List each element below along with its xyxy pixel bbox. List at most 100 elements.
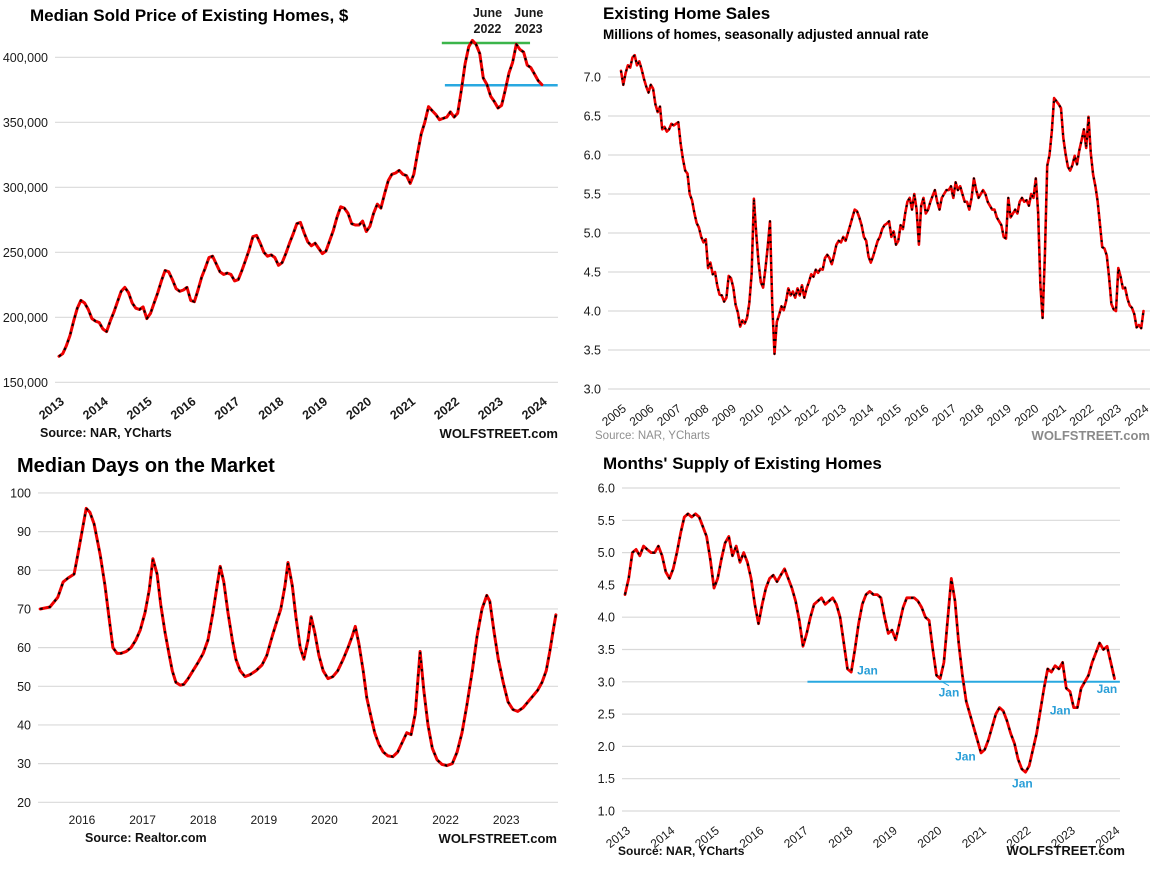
svg-text:2.5: 2.5 bbox=[598, 708, 615, 722]
svg-text:4.5: 4.5 bbox=[584, 266, 601, 280]
months-supply-brand-label: WOLFSTREET.com bbox=[1006, 843, 1125, 858]
svg-text:2022: 2022 bbox=[1067, 401, 1097, 429]
svg-text:2021: 2021 bbox=[388, 394, 419, 422]
svg-text:2015: 2015 bbox=[124, 394, 155, 422]
home-sales-source-label: Source: NAR, YCharts bbox=[595, 430, 710, 442]
svg-text:5.5: 5.5 bbox=[598, 514, 615, 528]
svg-text:2020: 2020 bbox=[915, 823, 945, 851]
svg-text:2020: 2020 bbox=[344, 394, 375, 422]
svg-text:2018: 2018 bbox=[826, 823, 856, 851]
svg-text:2023: 2023 bbox=[493, 813, 520, 827]
months-supply-title: Months' Supply of Existing Homes bbox=[603, 454, 882, 473]
svg-text:300,000: 300,000 bbox=[3, 181, 48, 195]
panel-median-price: 150,000 200,000 250,000 300,000 350,000 400,0… bbox=[0, 0, 580, 448]
svg-text:80: 80 bbox=[17, 564, 31, 578]
svg-text:2018: 2018 bbox=[957, 401, 987, 429]
svg-text:5.0: 5.0 bbox=[584, 227, 601, 241]
svg-text:2017: 2017 bbox=[212, 394, 243, 422]
svg-text:2010: 2010 bbox=[737, 401, 767, 429]
svg-text:Jan: Jan bbox=[955, 750, 976, 764]
svg-text:2020: 2020 bbox=[1012, 401, 1042, 429]
median-days-title: Median Days on the Market bbox=[17, 455, 275, 477]
svg-text:6.0: 6.0 bbox=[598, 482, 615, 496]
svg-text:Jan: Jan bbox=[857, 664, 878, 678]
svg-text:30: 30 bbox=[17, 757, 31, 771]
svg-text:4.0: 4.0 bbox=[598, 611, 615, 625]
median-price-source-label: Source: NAR, YCharts bbox=[40, 426, 172, 440]
svg-text:4.5: 4.5 bbox=[598, 578, 615, 592]
svg-text:2018: 2018 bbox=[256, 394, 287, 422]
svg-text:2014: 2014 bbox=[847, 401, 877, 429]
median-days-source-label: Source: Realtor.com bbox=[85, 831, 207, 845]
svg-text:2.0: 2.0 bbox=[598, 740, 615, 754]
svg-text:1.5: 1.5 bbox=[598, 772, 615, 786]
months-supply-source-label: Source: NAR, YCharts bbox=[618, 844, 745, 858]
svg-text:2008: 2008 bbox=[682, 401, 712, 429]
median-days-brand-label: WOLFSTREET.com bbox=[438, 831, 557, 846]
svg-text:2014: 2014 bbox=[80, 394, 111, 422]
svg-text:2011: 2011 bbox=[765, 401, 794, 428]
svg-text:90: 90 bbox=[17, 525, 31, 539]
svg-text:June: June bbox=[514, 6, 543, 20]
svg-text:2019: 2019 bbox=[870, 823, 900, 851]
svg-text:70: 70 bbox=[17, 602, 31, 616]
svg-text:3.5: 3.5 bbox=[584, 344, 601, 358]
svg-text:2013: 2013 bbox=[36, 394, 67, 422]
svg-text:2019: 2019 bbox=[984, 401, 1014, 429]
svg-text:2023: 2023 bbox=[475, 394, 506, 422]
home-sales-chart-canvas: 3.03.54.04.55.05.56.06.57.02005200620072… bbox=[584, 53, 1152, 429]
svg-text:5.0: 5.0 bbox=[598, 546, 615, 560]
svg-text:2019: 2019 bbox=[300, 394, 331, 422]
median-price-brand-label: WOLFSTREET.com bbox=[439, 426, 558, 441]
svg-text:2022: 2022 bbox=[432, 813, 459, 827]
svg-text:2024: 2024 bbox=[1122, 401, 1152, 429]
svg-text:2012: 2012 bbox=[792, 401, 822, 429]
svg-text:2016: 2016 bbox=[168, 394, 199, 422]
svg-text:3.0: 3.0 bbox=[584, 383, 601, 397]
svg-text:2017: 2017 bbox=[781, 823, 811, 851]
svg-text:2021: 2021 bbox=[1039, 401, 1069, 429]
svg-text:2020: 2020 bbox=[311, 813, 338, 827]
svg-text:2009: 2009 bbox=[709, 401, 739, 429]
svg-text:2017: 2017 bbox=[929, 401, 959, 429]
home-sales-title: Existing Home Sales bbox=[603, 4, 771, 23]
svg-text:2017: 2017 bbox=[129, 813, 156, 827]
svg-text:2015: 2015 bbox=[874, 401, 904, 429]
svg-text:2006: 2006 bbox=[627, 401, 657, 429]
svg-text:2005: 2005 bbox=[599, 401, 629, 429]
median-price-title: Median Sold Price of Existing Homes, $ bbox=[30, 6, 349, 25]
svg-text:Jan: Jan bbox=[1050, 704, 1071, 718]
svg-text:3.5: 3.5 bbox=[598, 643, 615, 657]
svg-text:2016: 2016 bbox=[69, 813, 96, 827]
svg-text:150,000: 150,000 bbox=[3, 376, 48, 390]
svg-text:6.5: 6.5 bbox=[584, 110, 601, 124]
svg-text:40: 40 bbox=[17, 718, 31, 732]
svg-text:Jan: Jan bbox=[939, 686, 960, 700]
svg-text:50: 50 bbox=[17, 680, 31, 694]
svg-text:2018: 2018 bbox=[190, 813, 217, 827]
svg-text:2024: 2024 bbox=[519, 394, 550, 422]
svg-text:5.5: 5.5 bbox=[584, 188, 601, 202]
svg-text:400,000: 400,000 bbox=[3, 51, 48, 65]
svg-text:20: 20 bbox=[17, 796, 31, 810]
svg-text:2022: 2022 bbox=[474, 22, 502, 36]
svg-text:7.0: 7.0 bbox=[584, 71, 601, 85]
svg-text:3.0: 3.0 bbox=[598, 675, 615, 689]
svg-text:2016: 2016 bbox=[902, 401, 932, 429]
svg-text:Jan: Jan bbox=[1097, 682, 1118, 696]
svg-text:1.0: 1.0 bbox=[598, 805, 615, 819]
panel-months-supply: 1.0 1.5 2.0 2.5 3.0 3.5 4.0 4.5 5.0 5.5 6.0 2013 201… bbox=[580, 448, 1160, 877]
svg-text:4.0: 4.0 bbox=[584, 305, 601, 319]
home-sales-subtitle: Millions of homes, seasonally adjusted a… bbox=[603, 27, 929, 42]
home-sales-brand-label: WOLFSTREET.com bbox=[1031, 428, 1150, 443]
svg-text:2021: 2021 bbox=[372, 813, 399, 827]
svg-text:250,000: 250,000 bbox=[3, 246, 48, 260]
svg-text:2023: 2023 bbox=[515, 22, 543, 36]
svg-text:2021: 2021 bbox=[959, 823, 989, 851]
svg-text:2019: 2019 bbox=[250, 813, 277, 827]
svg-text:2007: 2007 bbox=[654, 401, 684, 429]
svg-text:200,000: 200,000 bbox=[3, 311, 48, 325]
svg-text:2022: 2022 bbox=[431, 394, 462, 422]
